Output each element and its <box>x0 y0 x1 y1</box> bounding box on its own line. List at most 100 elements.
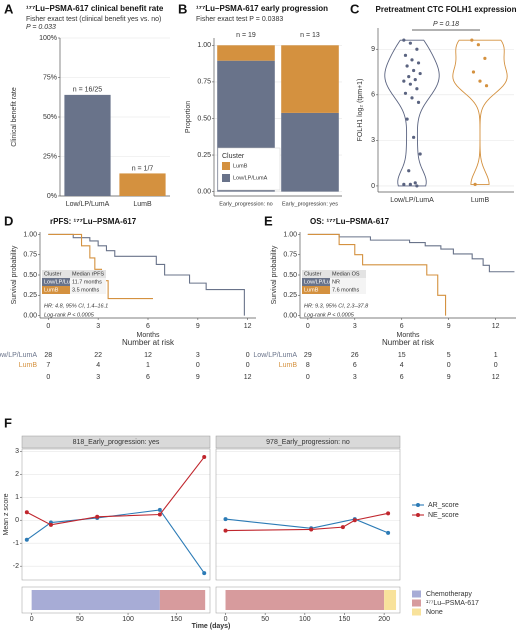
table-header-cell: Cluster <box>44 271 62 277</box>
x-tick-label: 9 <box>196 374 200 381</box>
y-tick-label: 0.25 <box>23 292 37 299</box>
point <box>402 79 406 83</box>
bar <box>119 173 166 196</box>
point <box>309 527 314 532</box>
annotation: Log-rank P < 0.0005 <box>44 312 95 318</box>
legend-swatch <box>222 162 230 170</box>
x-tick-label: 100 <box>299 616 311 623</box>
table-header-cell: Cluster <box>304 271 322 277</box>
legend-swatch <box>412 590 421 598</box>
x-tick-label: LumB <box>471 197 490 204</box>
y-tick-label: 0% <box>47 193 57 200</box>
chart-title: rPFS: ¹⁷⁷Lu–PSMA-617 <box>50 217 137 226</box>
annotation: Log-rank P < 0.0005 <box>304 312 355 318</box>
table-row <box>302 286 330 294</box>
table-cell: 3.5 months <box>72 287 99 293</box>
risk-count: 1 <box>494 352 498 359</box>
y-axis-label: Survival probability <box>271 245 278 304</box>
y-tick-label: 3 <box>371 137 375 144</box>
point <box>386 511 391 516</box>
point <box>157 512 162 517</box>
x-tick-label: 150 <box>339 616 351 623</box>
risk-count: 1 <box>146 362 150 369</box>
x-tick-label: 6 <box>400 374 404 381</box>
risk-count: 7 <box>46 362 50 369</box>
y-axis-label: Survival probability <box>11 245 18 304</box>
x-axis-label: Months <box>137 332 160 339</box>
point <box>416 100 421 105</box>
y-tick-label: 1.00 <box>283 231 297 238</box>
x-tick-label: 6 <box>146 323 150 330</box>
legend-swatch <box>222 174 230 182</box>
panel-label: F <box>4 415 12 430</box>
point <box>24 510 29 515</box>
y-tick-label: -1 <box>13 540 19 547</box>
legend-label: ¹⁷⁷Lu–PSMA-617 <box>426 600 479 607</box>
x-tick-label: 12 <box>244 374 252 381</box>
bar-segment <box>281 112 339 192</box>
table-row <box>70 286 106 294</box>
point <box>24 537 29 542</box>
x-tick-label: Low/LP/LumA <box>390 197 434 204</box>
point <box>413 78 417 82</box>
x-tick-label: 0 <box>224 616 228 623</box>
point <box>202 571 207 576</box>
risk-count: 8 <box>306 362 310 369</box>
x-tick-label: 12 <box>492 374 500 381</box>
annotation: P = 0.033 <box>26 24 56 31</box>
risk-count: 28 <box>44 352 52 359</box>
y-tick-label: 3 <box>15 448 19 455</box>
legend-label: Low/LP/LumA <box>304 279 339 285</box>
facet-title: 978_Early_progression: no <box>266 439 350 446</box>
risk-title: Number at risk <box>382 338 435 347</box>
y-axis-label: Proportion <box>185 101 192 133</box>
panel-label: A <box>4 1 14 16</box>
point <box>483 56 487 60</box>
risk-count: 4 <box>96 362 100 369</box>
y-tick-label: 0 <box>15 517 19 524</box>
y-tick-label: 1.00 <box>197 42 211 49</box>
risk-count: 5 <box>447 352 451 359</box>
risk-count: 0 <box>196 362 200 369</box>
annotation: P = 0.18 <box>433 21 459 28</box>
risk-count: 29 <box>304 352 312 359</box>
x-tick-label: 3 <box>353 323 357 330</box>
facet-title: 818_Early_progression: yes <box>73 439 160 446</box>
x-tick-label: 9 <box>196 323 200 330</box>
legend-label: NE_score <box>428 512 459 519</box>
point <box>418 71 422 76</box>
point <box>413 181 417 185</box>
table-header-cell: Median OS <box>332 271 360 277</box>
chart-title: ¹⁷⁷Lu–PSMA-617 early progression <box>196 4 328 13</box>
x-tick-label: 0 <box>30 616 34 623</box>
y-tick-label: 6 <box>371 92 375 99</box>
point <box>412 68 416 73</box>
table-row <box>330 278 366 286</box>
point <box>416 61 421 65</box>
chart-subtitle: Fisher exact test (clinical benefit yes … <box>26 16 161 23</box>
x-tick-label: 0 <box>46 374 50 381</box>
count-label: n = 19 <box>236 32 256 39</box>
legend-label: AR_score <box>428 502 459 509</box>
table-header <box>302 270 366 278</box>
point <box>408 41 412 45</box>
point <box>407 169 411 173</box>
x-tick-label: Early_progression: yes <box>282 201 338 207</box>
x-tick-label: 0 <box>46 323 50 330</box>
point <box>408 82 412 86</box>
y-tick-label: 75% <box>43 74 57 81</box>
panel-label: B <box>178 1 187 16</box>
panel-border <box>21 586 211 614</box>
point <box>223 517 228 522</box>
treatment-period <box>159 590 206 610</box>
point <box>95 514 100 519</box>
bar-segment <box>281 45 339 113</box>
y-tick-label: 0.75 <box>283 252 297 259</box>
y-tick-label: 0.50 <box>283 272 297 279</box>
legend-marker <box>416 503 420 507</box>
point <box>405 117 409 121</box>
x-tick-label: 9 <box>447 374 451 381</box>
risk-count: 22 <box>94 352 102 359</box>
x-tick-label: Low/LP/LumA <box>66 201 110 208</box>
x-tick-label: 3 <box>353 374 357 381</box>
